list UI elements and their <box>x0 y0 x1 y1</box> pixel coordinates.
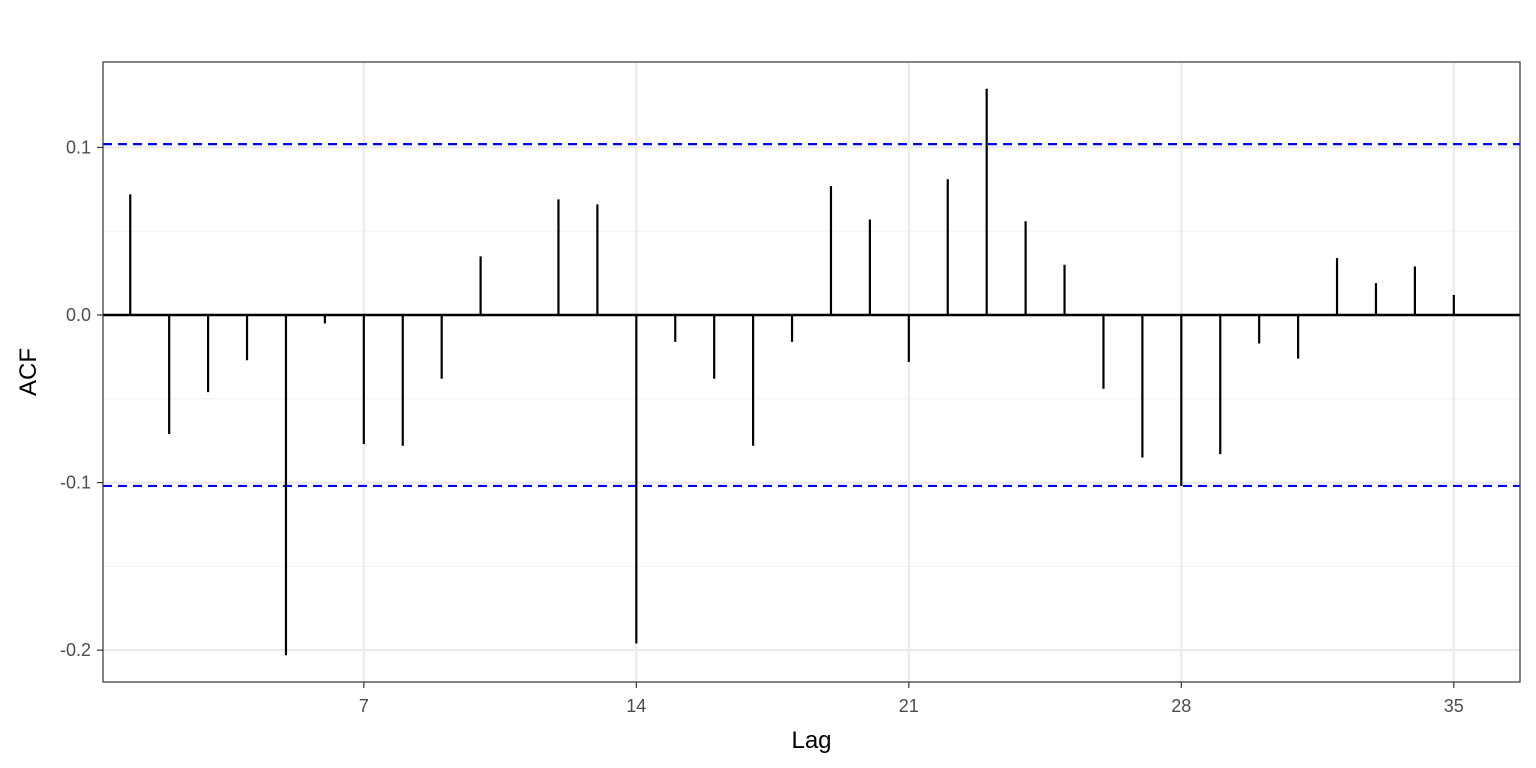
x-tick-label: 35 <box>1444 696 1464 716</box>
x-tick-label: 21 <box>899 696 919 716</box>
panel-border <box>102 61 1521 683</box>
x-tick-label: 7 <box>359 696 369 716</box>
y-tick-label: 0.0 <box>66 305 91 325</box>
x-tick-label: 28 <box>1171 696 1191 716</box>
confidence-bounds <box>103 143 1520 488</box>
x-axis-title: Lag <box>791 727 831 754</box>
grid-minor <box>103 230 1520 567</box>
y-tick-label: 0.1 <box>66 137 91 157</box>
y-tick-label: -0.2 <box>60 640 91 660</box>
y-axis-ticks: -0.2 -0.1 0.0 0.1 <box>60 137 103 660</box>
x-tick-label: 14 <box>626 696 646 716</box>
acf-bars <box>129 88 1455 656</box>
x-axis-ticks: 7 14 21 28 35 <box>359 682 1464 716</box>
y-tick-label: -0.1 <box>60 473 91 493</box>
y-axis-title: ACF <box>15 348 42 396</box>
